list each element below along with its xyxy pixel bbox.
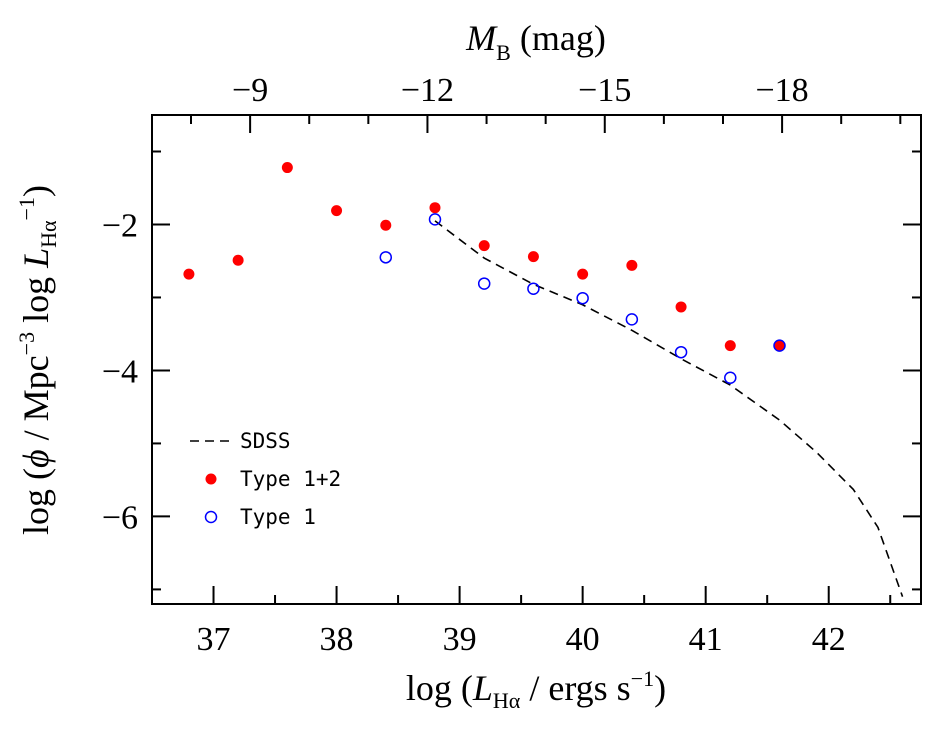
point — [379, 251, 393, 264]
legend-label: Type 1+2 — [240, 467, 341, 491]
point — [577, 268, 589, 280]
y-tick-label: −4 — [102, 353, 138, 390]
x-tick-label: 39 — [443, 621, 477, 658]
legend-swatch — [205, 473, 217, 485]
plot-frame — [151, 114, 922, 605]
point — [331, 205, 343, 217]
point — [428, 213, 442, 226]
point — [281, 162, 293, 174]
y-tick-label: −6 — [102, 499, 138, 536]
point — [626, 259, 638, 271]
x2-tick-label: −15 — [578, 72, 631, 109]
y-axis-title: log (ϕ / Mpc−3 log LHα−1) — [14, 185, 61, 535]
x2-tick-label: −9 — [232, 72, 268, 109]
title-part: −1 — [14, 197, 39, 220]
point — [576, 291, 589, 305]
x-axis-title: log (LHα / ergs s−1) — [406, 666, 666, 713]
point — [527, 251, 539, 263]
x-tick-label: 37 — [197, 621, 231, 658]
title-part: log — [16, 268, 56, 332]
point — [625, 313, 639, 326]
title-part: / Mpc — [16, 355, 56, 449]
title-part: −1 — [631, 666, 654, 691]
x-tick-label: 38 — [320, 621, 354, 658]
x-tick-label: 40 — [566, 621, 600, 658]
sdss-line — [434, 220, 904, 597]
title-part: M — [465, 18, 498, 58]
title-part: −3 — [14, 332, 39, 355]
point — [429, 202, 441, 214]
point — [380, 219, 392, 231]
x2-tick-label: −18 — [756, 72, 809, 109]
point — [675, 301, 687, 313]
title-part: L — [16, 248, 56, 269]
x2-axis-title: MB (mag) — [465, 18, 606, 65]
point — [724, 371, 737, 384]
x2-tick-label: −12 — [401, 72, 454, 109]
legend-swatch — [204, 510, 218, 524]
title-part: ) — [16, 185, 56, 197]
title-part: Hα — [493, 688, 521, 713]
legend-label: SDSS — [240, 429, 291, 453]
title-part: / ergs s — [520, 668, 630, 708]
title-part: ϕ — [16, 449, 56, 468]
point — [527, 282, 540, 295]
title-part: B — [496, 40, 511, 65]
title-part: Hα — [36, 220, 61, 248]
point — [774, 340, 786, 352]
title-part: L — [472, 668, 493, 708]
point — [724, 340, 736, 352]
point — [183, 268, 195, 280]
x-tick-label: 41 — [689, 621, 723, 658]
title-part: (mag) — [511, 18, 606, 58]
title-part: ) — [654, 668, 666, 708]
x-tick-label: 42 — [812, 621, 846, 658]
point — [674, 345, 688, 359]
y-tick-label: −2 — [102, 207, 138, 244]
point — [477, 277, 491, 290]
point — [232, 254, 244, 266]
point — [773, 339, 786, 352]
title-part: log ( — [406, 668, 473, 708]
title-part: log ( — [16, 468, 56, 535]
point — [478, 240, 490, 252]
legend-label: Type 1 — [240, 505, 316, 529]
